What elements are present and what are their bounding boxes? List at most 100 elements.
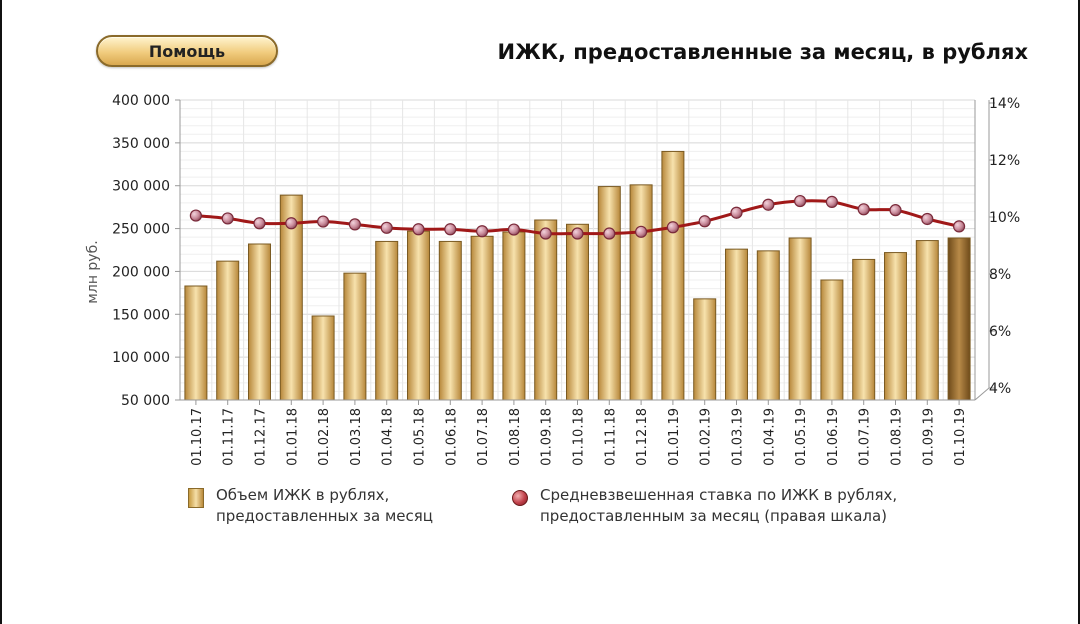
x-tick-label-01.11.18: 01.11.18 xyxy=(603,408,618,466)
bar-01.12.17 xyxy=(248,243,271,401)
x-tick-label-01.01.19: 01.01.19 xyxy=(667,408,682,466)
bar-01.01.19 xyxy=(661,150,685,401)
bar-01.04.18 xyxy=(375,240,399,401)
bar-01.10.19 xyxy=(947,237,971,401)
legend-item-volume: Объем ИЖК в рублях, предоставленных за м… xyxy=(188,485,433,527)
x-tick-label-01.03.18: 01.03.18 xyxy=(349,408,364,466)
rate-point-01.04.18 xyxy=(380,221,393,234)
rate-point-01.09.18 xyxy=(539,227,552,240)
y-tick-label: 50 000 xyxy=(121,393,170,409)
x-tick-label-01.04.19: 01.04.19 xyxy=(762,408,777,466)
axes xyxy=(175,99,995,405)
rate-point-01.06.18 xyxy=(444,223,457,236)
x-tick-label-01.09.19: 01.09.19 xyxy=(921,408,936,466)
y-axis-right-stub xyxy=(974,387,990,401)
x-tick-label-01.10.19: 01.10.19 xyxy=(953,408,968,466)
x-tick-label-01.02.19: 01.02.19 xyxy=(699,408,714,466)
legend-volume-line2: предоставленных за месяц xyxy=(216,507,434,525)
rate-point-01.10.17 xyxy=(189,209,202,222)
rate-point-01.05.19 xyxy=(793,194,807,208)
rate-point-01.10.18 xyxy=(571,227,584,240)
x-tick-label-01.12.17: 01.12.17 xyxy=(254,408,269,466)
y2-tick-label: 12% xyxy=(989,153,1020,169)
x-tick-label-01.05.19: 01.05.19 xyxy=(794,408,809,466)
rate-point-01.11.18 xyxy=(603,227,616,240)
legend-bar-swatch xyxy=(188,488,204,508)
window-border-right xyxy=(1078,0,1080,624)
y-tick-label: 100 000 xyxy=(112,350,170,366)
y2-tick-label: 14% xyxy=(989,96,1020,112)
legend-volume-line1: Объем ИЖК в рублях, xyxy=(216,486,390,504)
bar-01.05.18 xyxy=(407,230,430,401)
bar-01.10.18 xyxy=(566,223,589,401)
x-tick-label-01.04.18: 01.04.18 xyxy=(381,408,396,466)
bar-01.08.18 xyxy=(502,231,526,401)
rate-point-01.08.19 xyxy=(889,204,902,217)
bars-series xyxy=(184,150,971,401)
bar-01.09.18 xyxy=(534,219,558,401)
x-tick-label-01.11.17: 01.11.17 xyxy=(222,408,237,466)
bar-01.07.18 xyxy=(470,235,494,401)
rate-point-01.05.18 xyxy=(412,223,425,236)
rate-point-01.11.17 xyxy=(221,212,234,225)
x-tick-label-01.07.18: 01.07.18 xyxy=(476,408,491,466)
x-tick-label-01.12.18: 01.12.18 xyxy=(635,408,650,466)
bar-01.09.19 xyxy=(915,240,939,401)
x-tick-label-01.10.17: 01.10.17 xyxy=(190,408,205,466)
rate-point-01.06.19 xyxy=(825,195,839,208)
rate-point-01.02.19 xyxy=(698,215,711,228)
help-button[interactable]: Помощь xyxy=(96,35,278,67)
y2-tick-label: 4% xyxy=(989,381,1011,397)
y2-tick-label: 8% xyxy=(989,267,1011,283)
y2-tick-label: 6% xyxy=(989,324,1011,340)
bar-01.05.19 xyxy=(788,237,812,401)
rate-line-series xyxy=(189,194,966,240)
bar-01.11.18 xyxy=(597,186,621,401)
rate-point-01.10.19 xyxy=(952,220,966,233)
y-tick-label: 200 000 xyxy=(112,264,170,280)
bar-01.12.18 xyxy=(629,184,653,401)
rate-point-01.07.19 xyxy=(857,203,870,216)
x-tick-label-01.09.18: 01.09.18 xyxy=(540,408,555,466)
rate-point-01.07.18 xyxy=(476,225,489,238)
rate-point-01.02.18 xyxy=(317,215,330,228)
x-tick-label-01.05.18: 01.05.18 xyxy=(413,408,428,466)
y-tick-label: 400 000 xyxy=(112,93,170,109)
rate-point-01.12.17 xyxy=(253,217,266,230)
bar-01.06.19 xyxy=(820,279,844,401)
bar-01.03.18 xyxy=(343,272,367,401)
bar-01.02.19 xyxy=(693,298,717,401)
y-tick-label: 300 000 xyxy=(112,179,170,195)
window-border-left xyxy=(0,0,2,624)
rate-point-01.03.18 xyxy=(348,218,361,231)
y-tick-label: 150 000 xyxy=(112,307,170,323)
rate-point-01.12.18 xyxy=(634,225,648,238)
rate-point-01.01.19 xyxy=(666,221,680,234)
axis-labels: 400 000 350 000 300 000 250 000 200 000 150 0… xyxy=(85,93,1020,466)
legend-rate-line2: предоставленным за месяц (правая шкала) xyxy=(540,507,888,525)
bar-01.07.19 xyxy=(852,258,876,401)
rate-point-01.03.19 xyxy=(730,206,743,219)
rate-point-01.09.19 xyxy=(921,212,934,226)
rate-point-01.01.18 xyxy=(285,217,298,230)
x-tick-label-01.06.18: 01.06.18 xyxy=(444,408,459,466)
legend-line-swatch xyxy=(512,490,528,506)
bar-01.10.17 xyxy=(184,285,208,401)
bar-01.08.19 xyxy=(884,252,907,401)
y-axis-title: млн руб. xyxy=(85,240,101,303)
bar-01.06.18 xyxy=(438,240,462,401)
x-tick-label-01.08.19: 01.08.19 xyxy=(890,408,905,466)
bar-01.04.19 xyxy=(756,250,780,401)
x-tick-label-01.08.18: 01.08.18 xyxy=(508,408,523,466)
legend-rate-line1: Средневзвешенная ставка по ИЖК в рублях, xyxy=(540,486,898,504)
y-tick-label: 250 000 xyxy=(112,222,170,238)
x-tick-label-01.02.18: 01.02.18 xyxy=(317,408,332,466)
x-tick-label-01.06.19: 01.06.19 xyxy=(826,408,841,466)
rate-point-01.04.19 xyxy=(762,198,775,211)
x-tick-label-01.01.18: 01.01.18 xyxy=(285,408,300,466)
bar-01.02.18 xyxy=(311,315,335,401)
chart-title: ИЖК, предоставленные за месяц, в рублях xyxy=(497,40,1028,64)
bar-01.03.19 xyxy=(725,248,748,401)
y2-tick-label: 10% xyxy=(989,210,1020,226)
